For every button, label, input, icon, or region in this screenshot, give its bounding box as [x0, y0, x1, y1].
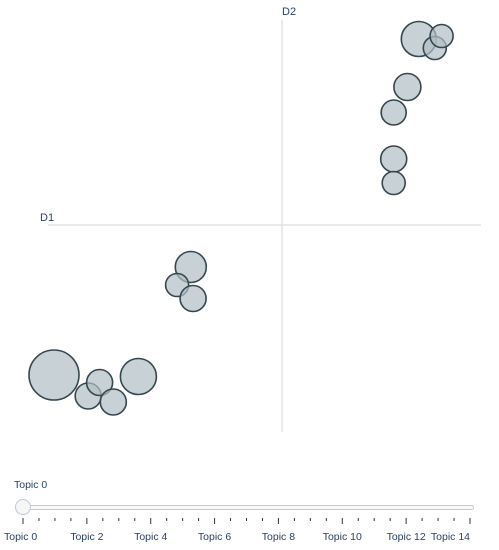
slider-rail[interactable] [18, 505, 474, 510]
slider-ticks: Topic 0 Topic 2 Topic 4 Topic 6 Topic 8 Topic… [4, 518, 471, 543]
topic-bubble[interactable] [28, 349, 80, 401]
slider-tick-label: Topic 8 [262, 531, 295, 543]
topic-scatter-plot[interactable]: D1 D2 [0, 0, 499, 470]
slider-tick-label: Topic 2 [70, 531, 103, 543]
slider-current-value: Topic 0 [14, 479, 48, 491]
slider-tick-label: Topic 4 [134, 531, 167, 543]
topic-bubble[interactable] [119, 357, 158, 396]
topic-bubble[interactable] [99, 388, 128, 416]
topic-bubble[interactable] [381, 170, 407, 196]
slider-tick-label: Topic 0 [4, 531, 37, 543]
topic-bubble[interactable] [393, 72, 422, 102]
bubble-group[interactable] [28, 20, 454, 416]
topic-bubble[interactable] [380, 99, 408, 126]
topic-bubble[interactable] [379, 145, 408, 173]
slider-tick-label: Topic 10 [323, 531, 362, 543]
topic-bubble[interactable] [179, 284, 207, 313]
slider-tick-label: Topic 6 [198, 531, 231, 543]
slider-handle[interactable] [15, 499, 31, 515]
slider-tick-label: Topic 12 [387, 531, 426, 543]
topic-bubble[interactable] [429, 23, 454, 49]
topic-bubble[interactable] [85, 368, 114, 397]
d1-axis-label: D1 [40, 212, 54, 224]
topic-slider[interactable]: Topic 0 Topic 0 Topic 2 Topic 4 Topic 6 Topi… [0, 470, 499, 550]
slider-tick-label: Topic 14 [431, 531, 470, 543]
d2-axis-label: D2 [282, 6, 296, 18]
